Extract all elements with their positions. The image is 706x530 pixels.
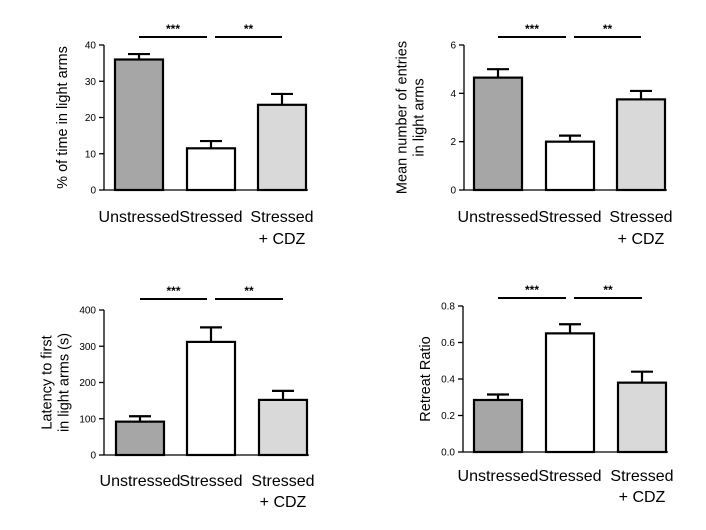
panel-1-y-axis-title-line-1: in light arms [412, 78, 428, 156]
panel-3-category-label-1: Stressed [538, 468, 601, 485]
panel-3-significance-label-1: ** [603, 283, 613, 297]
panel-2-category-label-2-line-1: + CDZ [260, 494, 307, 511]
panel-3-bar-0 [472, 398, 524, 454]
panel-1-bar-1 [544, 140, 596, 192]
panel-1-y-axis-title: Mean number of entries in light arms [395, 41, 428, 194]
chart-panel-time-in-light-arms: 0 10 20 30 40 % of time in light arms Unstress… [55, 22, 314, 248]
panel-2-category-label-2-line-0: Stressed [251, 473, 314, 490]
panel-0-y-tick-label-4: 40 [85, 41, 97, 52]
panel-1-category-label-1: Stressed [538, 209, 601, 226]
panel-3-y-axis-title: Retreat Ratio [418, 336, 434, 421]
panel-3-y-tick-label-2: 0.4 [441, 375, 455, 386]
panel-3-y-axis: 0.0 0.2 0.4 0.6 0.8 [441, 302, 668, 459]
panel-0-category-label-1: Stressed [179, 209, 242, 226]
panel-1-bar-0 [472, 76, 524, 192]
panel-3-y-tick-label-4: 0.8 [441, 302, 455, 313]
panel-2-category-label-0: Unstressed [100, 473, 181, 490]
panel-2-y-axis-title: Latency to first in light arms (s) [40, 333, 73, 432]
panel-2-y-axis-title-line-1: in light arms (s) [57, 333, 73, 432]
panel-0-significance-label-0: *** [166, 22, 180, 36]
panel-0-significance-label-1: ** [244, 22, 254, 36]
panel-0-bar-0 [113, 58, 165, 192]
panel-3-category-label-0: Unstressed [458, 468, 539, 485]
panel-1-bar-2 [615, 98, 667, 192]
panel-0-category-label-2-line-0: Stressed [250, 209, 313, 226]
panel-1-y-tick-label-3: 6 [450, 41, 456, 52]
panel-1-y-tick-label-2: 4 [450, 89, 456, 100]
panel-0-y-axis: 0 10 20 30 40 [85, 41, 308, 197]
panel-2-significance-label-1: ** [244, 284, 254, 298]
panel-1-y-tick-label-0: 0 [450, 186, 456, 197]
panel-3-y-tick-label-3: 0.6 [441, 338, 455, 349]
panel-1-significance-label-0: *** [525, 22, 539, 36]
panel-2-significance-label-0: *** [166, 284, 180, 298]
panel-1-y-tick-label-1: 2 [450, 137, 456, 148]
panel-1-y-axis-title-line-0: Mean number of entries [395, 41, 411, 194]
panel-0-y-tick-label-2: 20 [85, 113, 97, 124]
panel-1-significance-label-1: ** [603, 22, 613, 36]
chart-panel-latency-to-light-arms: 0 100 200 300 400 Latency to first in light ar… [40, 284, 315, 511]
panel-3-bar-1 [544, 332, 596, 454]
panel-2-bar-2 [257, 398, 309, 457]
panel-3-y-tick-label-1: 0.2 [441, 411, 455, 422]
panel-0-bar-1 [185, 147, 237, 192]
panel-0-y-tick-label-1: 10 [85, 149, 97, 160]
panel-2-y-axis: 0 100 200 300 400 [79, 306, 309, 462]
panel-1-category-label-2-line-0: Stressed [609, 209, 672, 226]
panel-0-bar-2 [256, 103, 308, 192]
panel-0-category-label-2-line-1: + CDZ [259, 231, 306, 248]
panel-0-y-axis-title-line-0: % of time in light arms [55, 46, 71, 189]
panel-2-y-tick-label-2: 200 [79, 378, 96, 389]
panel-2-y-tick-label-3: 300 [79, 342, 96, 353]
panel-1-category-label-0: Unstressed [458, 209, 539, 226]
panel-3-bar-2 [616, 381, 668, 454]
panel-1-category-label-2-line-1: + CDZ [618, 231, 665, 248]
panel-0-y-tick-label-0: 0 [90, 186, 96, 197]
panel-2-y-tick-label-4: 400 [79, 306, 96, 317]
panel-0-y-axis-title: % of time in light arms [55, 46, 71, 189]
panel-2-category-label-1: Stressed [179, 473, 242, 490]
panel-3-category-label-2-line-0: Stressed [610, 468, 673, 485]
panel-2-y-tick-label-0: 0 [90, 451, 96, 462]
panel-2-bar-1 [185, 340, 237, 457]
panel-2-y-axis-title-line-0: Latency to first [40, 335, 56, 429]
panel-2-y-tick-label-1: 100 [79, 414, 96, 425]
panel-2-bar-0 [114, 420, 166, 457]
panel-3-y-axis-title-line-0: Retreat Ratio [418, 336, 434, 421]
panel-1-y-axis: 0 2 4 6 [450, 41, 667, 197]
panel-3-y-tick-label-0: 0.0 [441, 448, 455, 459]
panel-0-category-label-0: Unstressed [99, 209, 180, 226]
chart-panel-entries-in-light-arms: 0 2 4 6 Mean number of entries in light arms U… [395, 22, 673, 248]
panel-3-category-label-2-line-1: + CDZ [619, 489, 666, 506]
panel-3-significance-label-0: *** [525, 283, 539, 297]
panel-0-y-tick-label-3: 30 [85, 77, 97, 88]
